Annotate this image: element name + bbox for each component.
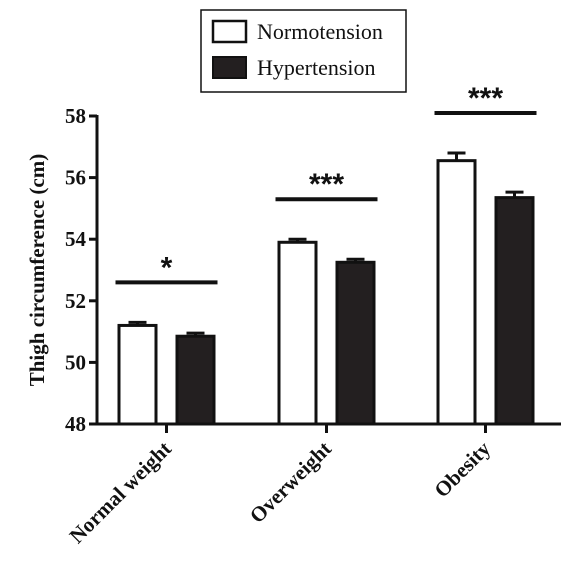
legend-label-normotension: Normotension bbox=[257, 19, 383, 44]
y-axis-ticks: 48 50 52 54 56 58 bbox=[65, 104, 97, 436]
significance-stars: *** bbox=[468, 82, 503, 115]
bar-hypertension-1 bbox=[175, 334, 216, 426]
legend-label-hypertension: Hypertension bbox=[257, 55, 376, 80]
x-tick-label: Overweight bbox=[245, 437, 336, 528]
x-axis-ticks bbox=[165, 424, 487, 433]
y-axis-title: Thigh circumference (cm) bbox=[25, 154, 49, 387]
bar-normotension-3 bbox=[436, 159, 477, 426]
significance-stars: * bbox=[161, 251, 173, 284]
legend-swatch-normotension bbox=[211, 19, 248, 44]
error-bars bbox=[128, 151, 524, 337]
x-axis-labels: Normal weight Overweight Obesity bbox=[65, 436, 496, 548]
y-tick-label: 58 bbox=[65, 104, 86, 128]
bar-hypertension-3 bbox=[494, 196, 535, 426]
bar-normotension-2 bbox=[277, 240, 318, 426]
y-tick-label: 48 bbox=[65, 412, 86, 436]
x-tick-label: Normal weight bbox=[65, 437, 176, 548]
significance-markers: ******* bbox=[115, 82, 537, 285]
legend: Normotension Hypertension bbox=[200, 9, 407, 93]
y-tick-label: 56 bbox=[65, 166, 86, 190]
bar-normotension-1 bbox=[117, 323, 158, 426]
y-tick-label: 52 bbox=[65, 289, 86, 313]
y-tick-label: 54 bbox=[65, 227, 87, 251]
x-tick-label: Obesity bbox=[429, 436, 495, 502]
y-tick-label: 50 bbox=[65, 350, 86, 374]
legend-swatch-hypertension bbox=[212, 56, 247, 79]
bar-hypertension-2 bbox=[335, 260, 376, 426]
significance-stars: *** bbox=[309, 168, 344, 201]
